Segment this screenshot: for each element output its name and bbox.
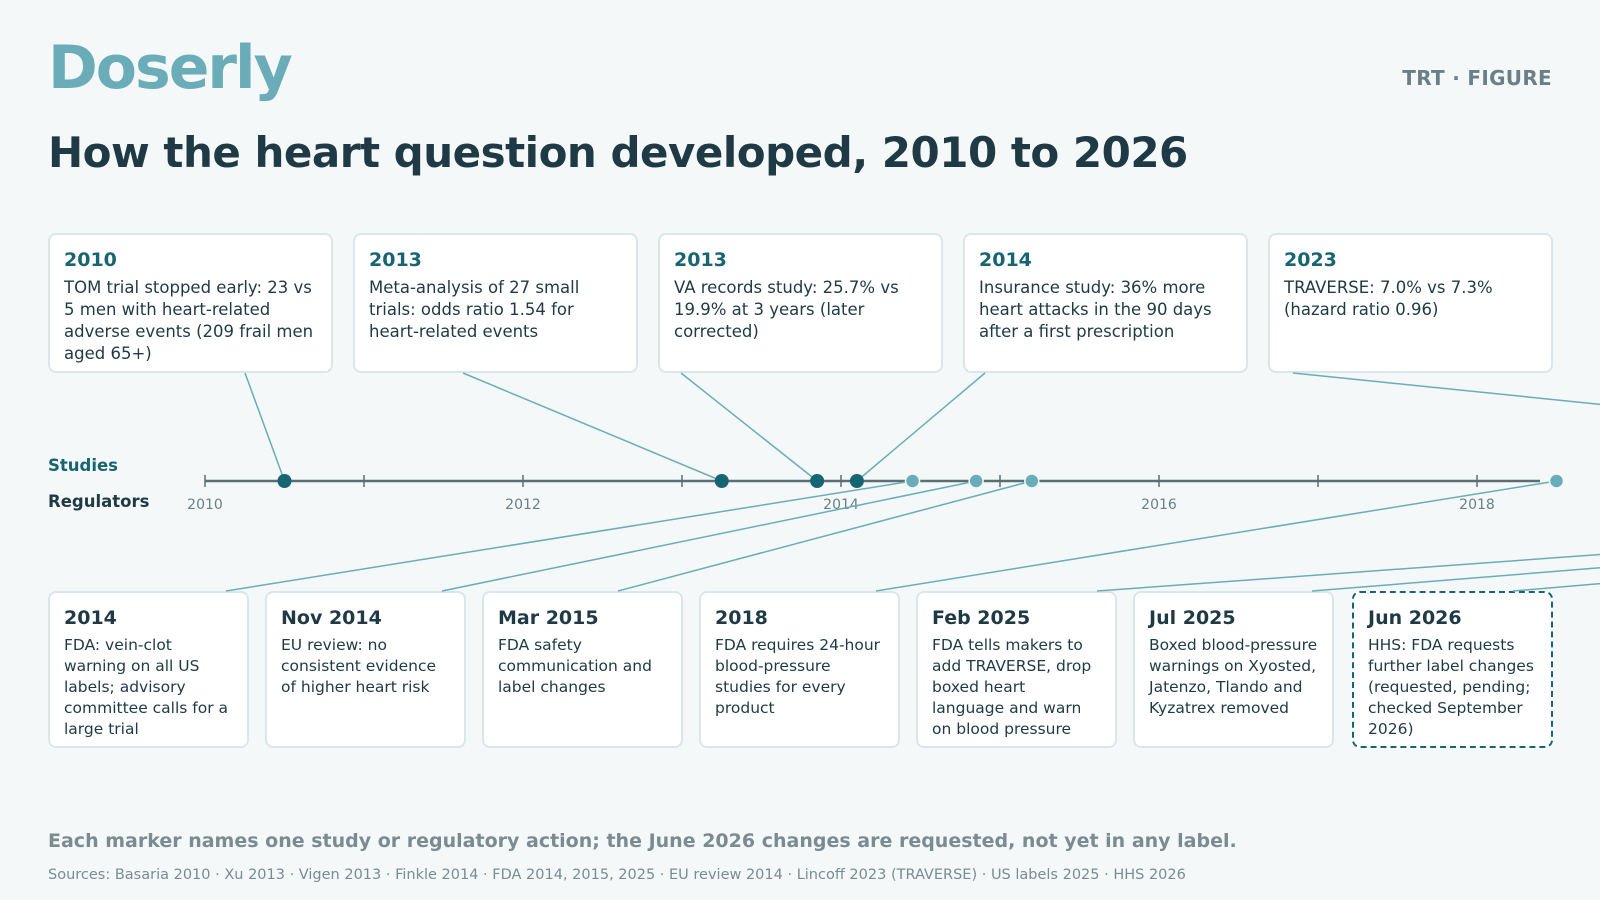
regulator-card-text: FDA: vein-clot warning on all US labels;… (64, 635, 229, 738)
study-card-text: VA records study: 25.7% vs 19.9% at 3 ye… (674, 277, 899, 341)
study-card-date: 2023 (1284, 249, 1337, 271)
study-card-va-records: 2013 VA records study: 25.7% vs 19.9% at… (658, 233, 943, 373)
page-title: How the heart question developed, 2010 t… (48, 128, 1188, 177)
study-connector (856, 372, 986, 482)
axis-tick-label: 2018 (1459, 497, 1495, 513)
regulator-card-fda-2018: 2018 FDA requires 24-hour blood-pressure… (699, 591, 900, 748)
regulator-card-fda-2014: 2014 FDA: vein-clot warning on all US la… (48, 591, 249, 748)
regulator-card-fda-2015: Mar 2015 FDA safety communication and la… (482, 591, 683, 748)
brand-logo: Doserly (48, 33, 293, 103)
regulator-card-text: EU review: no consistent evidence of hig… (281, 635, 436, 696)
study-card-date: 2013 (369, 249, 422, 271)
regulator-connector (1512, 582, 1600, 592)
regulator-marker (968, 473, 984, 489)
lane-label-studies: Studies (48, 456, 118, 475)
study-connector (680, 372, 818, 482)
regulator-marker (1548, 473, 1565, 489)
regulator-card-fda-feb-2025: Feb 2025 FDA tells makers to add TRAVERS… (916, 591, 1117, 748)
regulator-card-date: 2018 (715, 607, 768, 629)
study-marker (714, 474, 729, 488)
regulator-connector (441, 480, 977, 592)
regulator-card-hhs-2026: Jun 2026 HHS: FDA requests further label… (1352, 591, 1553, 748)
study-marker (810, 474, 825, 488)
study-card-meta-analysis: 2013 Meta-analysis of 27 small trials: o… (353, 233, 638, 373)
regulator-connector (1311, 567, 1600, 592)
regulator-card-text: Boxed blood-pressure warnings on Xyosted… (1149, 635, 1318, 717)
regulator-card-eu-review: Nov 2014 EU review: no consistent eviden… (265, 591, 466, 748)
study-marker (277, 474, 292, 488)
study-card-date: 2014 (979, 249, 1032, 271)
study-card-text: Meta-analysis of 27 small trials: odds r… (369, 277, 580, 341)
study-card-text: Insurance study: 36% more heart attacks … (979, 277, 1212, 341)
regulator-card-date: Jul 2025 (1149, 607, 1236, 629)
axis-tick-label: 2010 (187, 497, 223, 513)
study-card-text: TOM trial stopped early: 23 vs 5 men wit… (64, 277, 314, 363)
study-card-date: 2010 (64, 249, 117, 271)
regulator-connector (617, 480, 1032, 592)
footnote: Each marker names one study or regulator… (48, 830, 1237, 852)
regulator-card-date: Mar 2015 (498, 607, 599, 629)
regulator-card-date: 2014 (64, 607, 117, 629)
regulator-card-date: Jun 2026 (1368, 607, 1462, 629)
regulator-connector (1096, 553, 1600, 592)
axis-tick-label: 2012 (505, 497, 541, 513)
study-card-tom: 2010 TOM trial stopped early: 23 vs 5 me… (48, 233, 333, 373)
regulator-connector (225, 480, 913, 592)
sources-line: Sources: Basaria 2010 · Xu 2013 · Vigen … (48, 867, 1186, 883)
axis-tick-label: 2016 (1141, 497, 1177, 513)
axis-tick-label: 2014 (823, 497, 859, 513)
study-card-text: TRAVERSE: 7.0% vs 7.3% (hazard ratio 0.9… (1284, 277, 1493, 319)
study-connector (462, 372, 723, 482)
regulator-card-jul-2025: Jul 2025 Boxed blood-pressure warnings o… (1133, 591, 1334, 748)
study-card-date: 2013 (674, 249, 727, 271)
regulator-marker (904, 473, 921, 489)
regulator-card-text: FDA tells makers to add TRAVERSE, drop b… (932, 635, 1092, 738)
regulator-connector (875, 480, 1557, 592)
study-marker (849, 474, 864, 488)
study-connector (1292, 372, 1600, 406)
regulator-card-text: HHS: FDA requests further label changes … (1368, 635, 1534, 738)
study-card-insurance: 2014 Insurance study: 36% more heart att… (963, 233, 1248, 373)
study-connector (244, 372, 286, 482)
regulator-card-text: FDA requires 24-hour blood-pressure stud… (715, 635, 881, 717)
regulator-card-date: Feb 2025 (932, 607, 1031, 629)
regulator-marker (1024, 473, 1040, 489)
figure-kicker: TRT · FIGURE (1402, 66, 1552, 90)
lane-label-regulators: Regulators (48, 492, 150, 511)
regulator-card-date: Nov 2014 (281, 607, 382, 629)
study-card-traverse: 2023 TRAVERSE: 7.0% vs 7.3% (hazard rati… (1268, 233, 1553, 373)
regulator-card-text: FDA safety communication and label chang… (498, 635, 652, 696)
